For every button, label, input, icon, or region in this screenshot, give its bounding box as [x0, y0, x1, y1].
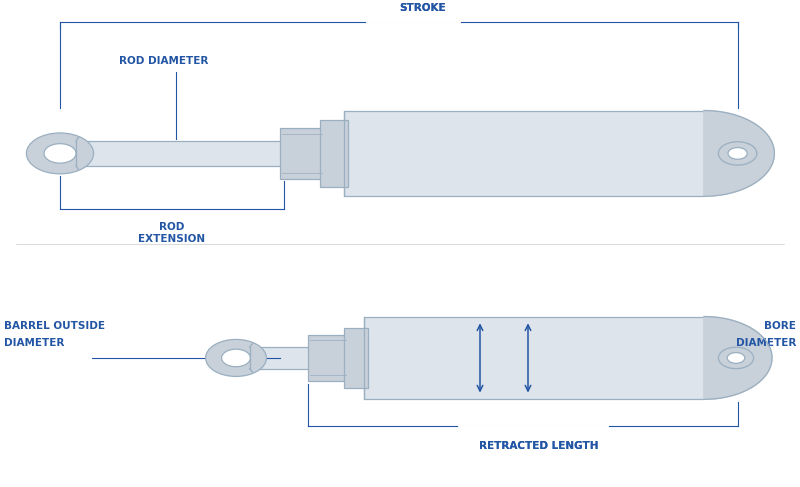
Text: STROKE: STROKE — [399, 3, 446, 13]
Circle shape — [222, 349, 250, 367]
Text: STROKE: STROKE — [399, 3, 446, 13]
Polygon shape — [76, 137, 78, 170]
Polygon shape — [308, 335, 348, 381]
Text: BORE: BORE — [764, 321, 796, 331]
Polygon shape — [250, 343, 253, 373]
Polygon shape — [364, 317, 704, 399]
Text: ROD DIAMETER: ROD DIAMETER — [119, 56, 209, 66]
Polygon shape — [76, 141, 284, 166]
Text: DIAMETER: DIAMETER — [4, 338, 64, 348]
Circle shape — [727, 353, 745, 363]
Text: RETRACTED LENGTH: RETRACTED LENGTH — [479, 441, 598, 451]
Circle shape — [728, 148, 747, 159]
Text: DIAMETER: DIAMETER — [736, 338, 796, 348]
Polygon shape — [344, 328, 368, 388]
Text: RETRACTED LENGTH: RETRACTED LENGTH — [479, 441, 598, 451]
Circle shape — [718, 142, 757, 165]
Polygon shape — [280, 128, 324, 179]
Text: BARREL OUTSIDE: BARREL OUTSIDE — [4, 321, 105, 331]
Circle shape — [718, 347, 754, 369]
Text: ROD
EXTENSION: ROD EXTENSION — [138, 222, 206, 244]
Polygon shape — [704, 111, 774, 196]
Polygon shape — [320, 120, 348, 187]
Polygon shape — [704, 317, 772, 399]
Circle shape — [44, 144, 76, 163]
Circle shape — [26, 133, 94, 174]
Polygon shape — [344, 111, 704, 196]
Polygon shape — [250, 347, 312, 369]
Circle shape — [206, 339, 266, 376]
